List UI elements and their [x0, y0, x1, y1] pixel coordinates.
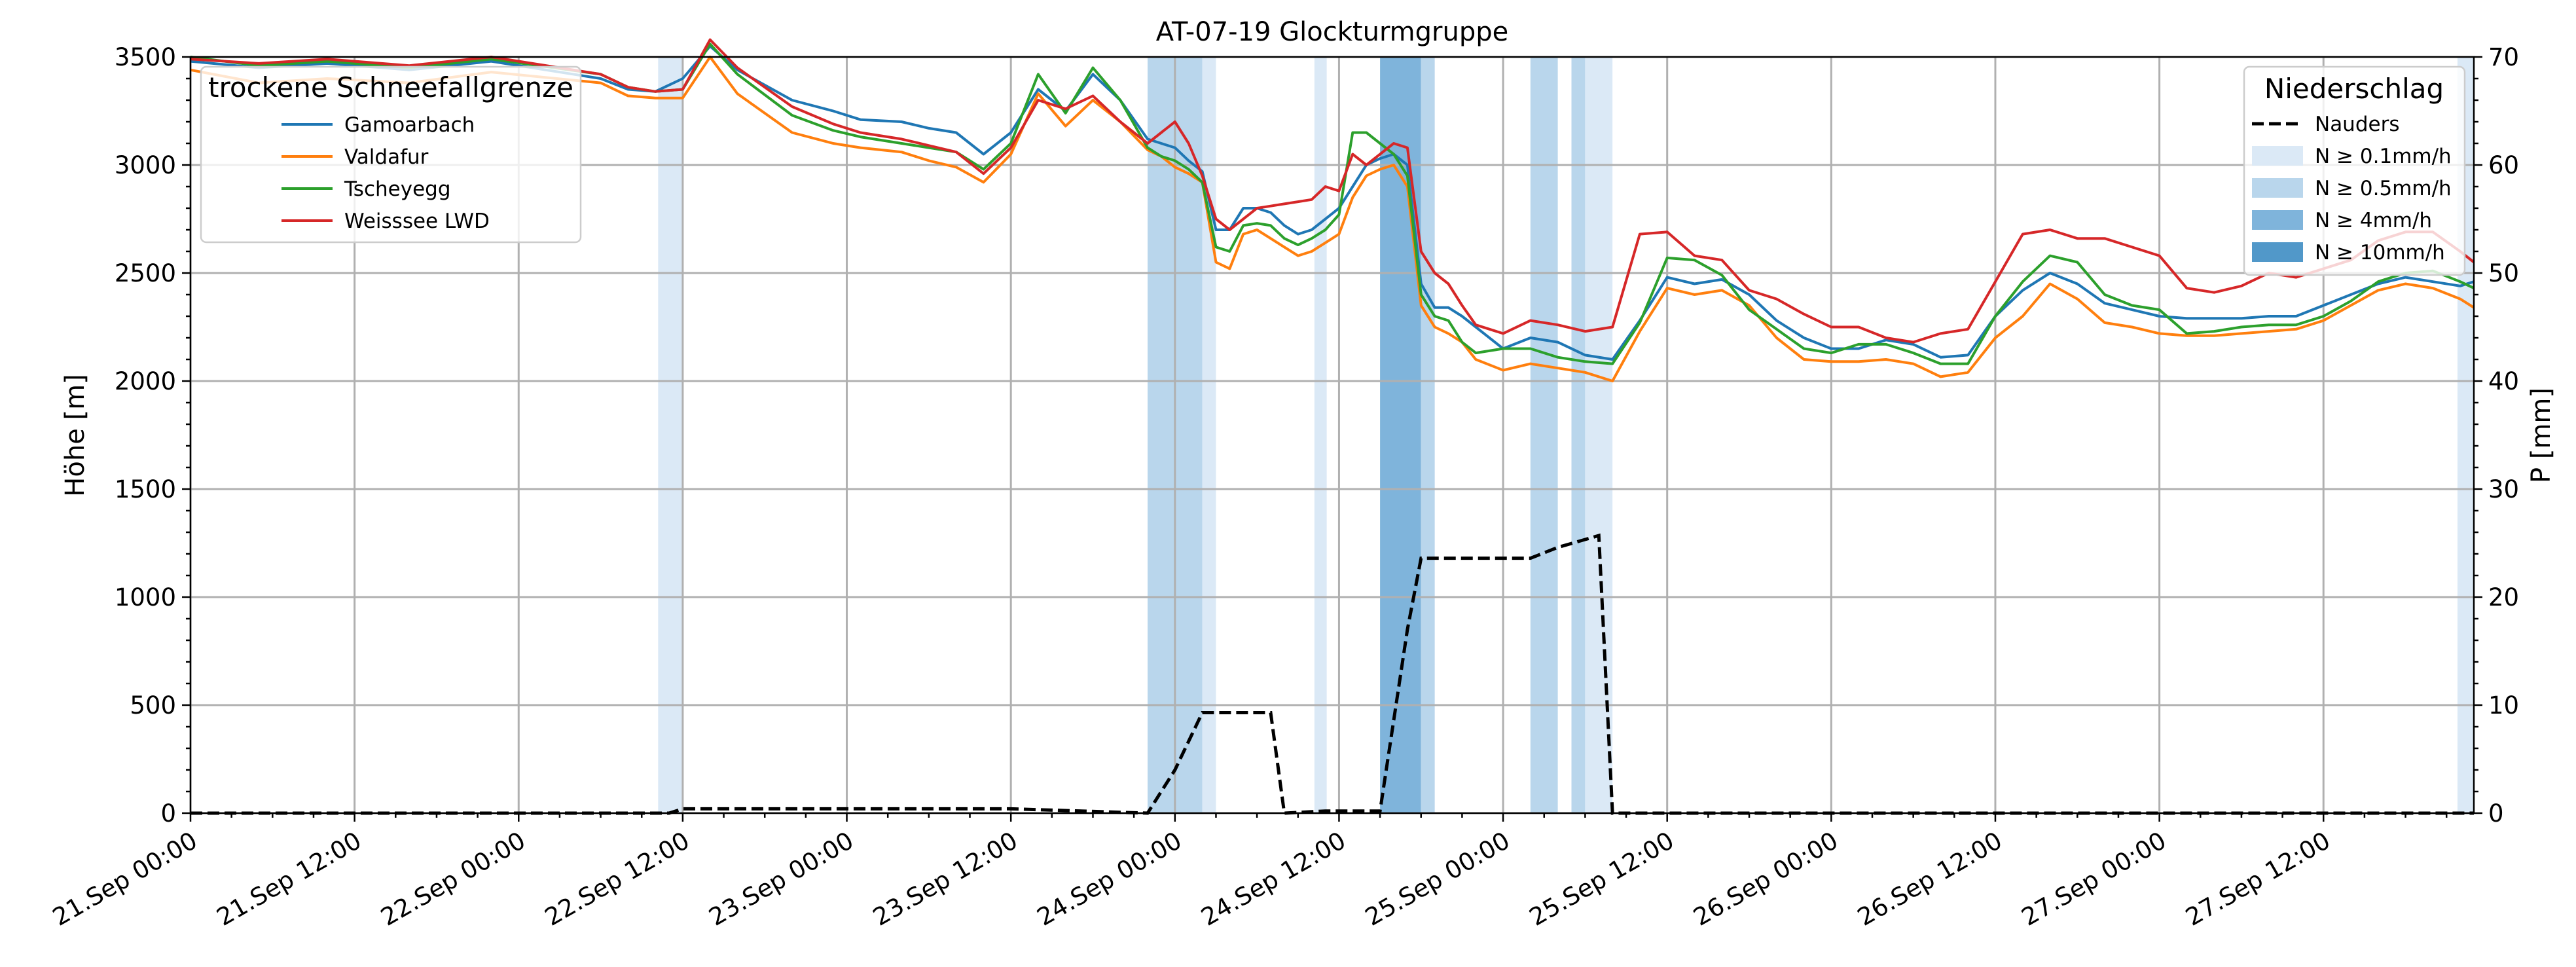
precip-band-2 [1202, 57, 1216, 813]
x-tick-label: 24.Sep 12:00 [1197, 826, 1351, 932]
series-line-gamoarbach [190, 45, 2475, 361]
legend-entry: Valdafur [344, 145, 429, 169]
legend-entry: Nauders [2315, 113, 2399, 136]
x-tick-label: 25.Sep 12:00 [1525, 826, 1678, 932]
legend-precip: Niederschlag Nauders N ≥ 0.1mm/h N ≥ 0.5mm/… [2243, 65, 2466, 276]
precip-band-8 [1585, 57, 1613, 813]
legend-entry: N ≥ 0.5mm/h [2315, 177, 2452, 200]
y2-tick-label: 20 [2488, 583, 2519, 611]
y2-axis: 0 10 20 30 40 50 60 70 [2474, 43, 2519, 828]
y-axis-label: Höhe [m] [60, 374, 90, 496]
precip-band-6 [1530, 57, 1558, 813]
y-tick-label: 0 [160, 799, 176, 828]
x-tick-label: 26.Sep 12:00 [1853, 826, 2006, 932]
series-line-tscheyegg [190, 43, 2475, 365]
y-tick-label: 2000 [115, 367, 176, 395]
x-axis: 21.Sep 00:00 21.Sep 12:00 22.Sep 00:00 22.S… [48, 813, 2448, 932]
legend-entry: N ≥ 4mm/h [2315, 209, 2432, 232]
x-tick-label: 27.Sep 12:00 [2181, 826, 2334, 932]
legend-swatch [2252, 242, 2303, 262]
x-tick-label: 23.Sep 00:00 [704, 826, 858, 932]
y2-axis-label: P [mm] [2526, 388, 2556, 483]
legend-title: trockene Schneefallgrenze [208, 71, 573, 103]
x-tick-label: 21.Sep 00:00 [48, 826, 202, 932]
legend-entry: Gamoarbach [344, 113, 475, 137]
precip-bands [658, 57, 2474, 813]
precip-band-5 [1421, 57, 1435, 813]
legend-entry: Tscheyegg [344, 177, 451, 201]
legend-box [200, 65, 582, 244]
x-tick-label: 27.Sep 00:00 [2017, 826, 2171, 932]
legend-swatch [2252, 210, 2303, 230]
precip-band-7 [1571, 57, 1586, 813]
x-tick-label: 25.Sep 00:00 [1360, 826, 1514, 932]
x-tick-label: 21.Sep 12:00 [212, 826, 366, 932]
x-tick-label: 23.Sep 12:00 [868, 826, 1022, 932]
legend-title: Niederschlag [2264, 73, 2444, 105]
legend-swatch [2252, 146, 2303, 166]
chart-title: AT-07-19 Glockturmgruppe [1156, 17, 1508, 47]
y-tick-label: 500 [130, 691, 176, 720]
y2-tick-label: 70 [2488, 43, 2519, 71]
y2-tick-label: 60 [2488, 151, 2519, 179]
precip-band-0 [658, 57, 683, 813]
precip-band-3 [1314, 57, 1327, 813]
y-tick-label: 3000 [115, 151, 176, 179]
y-tick-label: 1000 [115, 583, 176, 611]
legend-entry: Weisssee LWD [344, 210, 490, 233]
x-tick-label: 24.Sep 00:00 [1032, 826, 1186, 932]
legend-snowline: trockene Schneefallgrenze Gamoarbach Valda… [200, 65, 582, 244]
x-tick-label: 22.Sep 12:00 [540, 826, 694, 932]
precip-line-group [190, 533, 2474, 815]
series-line-weisssee-lwd [190, 38, 2475, 344]
x-tick-label: 26.Sep 00:00 [1688, 826, 1842, 932]
y2-tick-label: 50 [2488, 259, 2519, 287]
y-tick-label: 2500 [115, 259, 176, 287]
y2-tick-label: 30 [2488, 475, 2519, 503]
plot-frame [189, 56, 2475, 814]
series-lines [190, 38, 2475, 382]
legend-entry: N ≥ 0.1mm/h [2315, 145, 2452, 168]
y2-tick-label: 10 [2488, 691, 2519, 720]
legend-swatch [2252, 178, 2303, 198]
x-tick-label: 22.Sep 00:00 [376, 826, 530, 932]
legend-entry: N ≥ 10mm/h [2315, 241, 2445, 265]
y2-tick-label: 40 [2488, 367, 2519, 395]
precip-line-nauders [190, 533, 2474, 815]
precip-band-4 [1380, 57, 1421, 813]
y-axis: 0 500 1000 1500 2000 2500 3000 3500 [115, 43, 190, 828]
y-tick-label: 1500 [115, 475, 176, 503]
y2-tick-label: 0 [2488, 799, 2504, 828]
y-tick-label: 3500 [115, 43, 176, 71]
